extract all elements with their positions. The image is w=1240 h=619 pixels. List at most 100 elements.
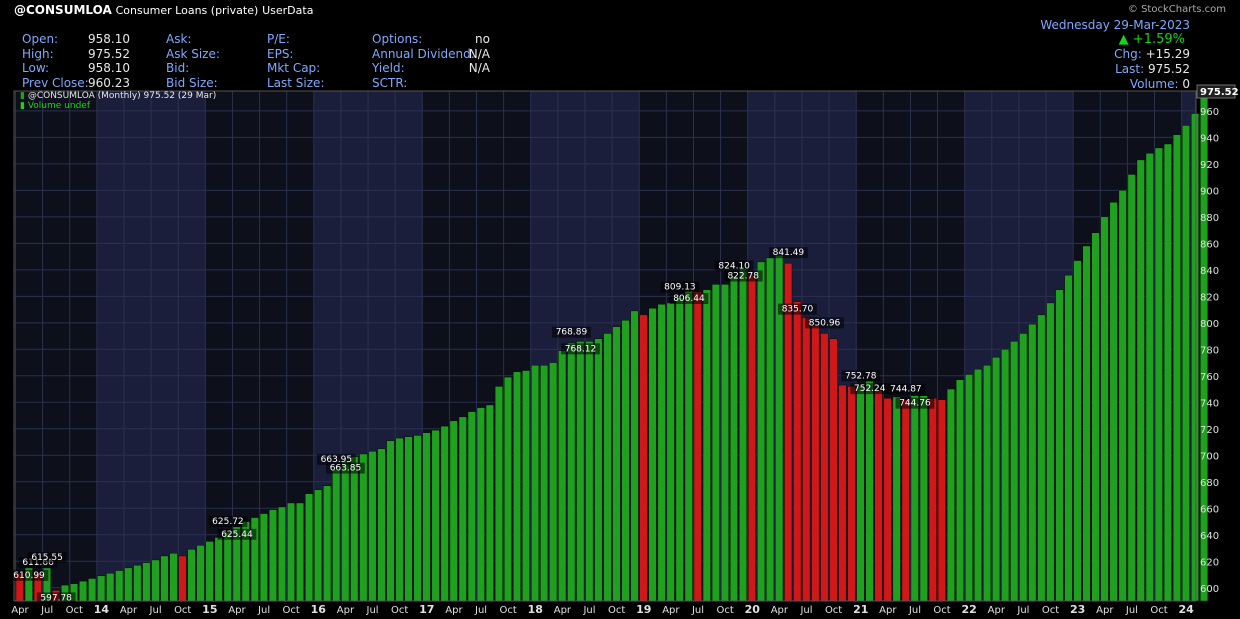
data-label: 841.49 <box>773 248 805 258</box>
bar <box>856 386 865 602</box>
bar <box>1046 302 1055 602</box>
bar <box>711 284 720 602</box>
data-label: 809.13 <box>664 283 696 293</box>
bar <box>630 310 639 602</box>
x-tick-label: Apr <box>879 605 897 616</box>
x-tick-label: Oct <box>174 605 191 616</box>
bar <box>1082 245 1091 602</box>
bar <box>955 379 964 602</box>
x-tick-label: Apr <box>1096 605 1114 616</box>
data-label: 768.89 <box>556 328 588 338</box>
x-tick-label: Oct <box>716 605 733 616</box>
y-tick-label: 880 <box>1200 213 1219 224</box>
data-label-bg <box>561 343 600 355</box>
bar <box>178 555 187 602</box>
bar <box>359 453 368 602</box>
data-label-bg <box>886 383 926 395</box>
x-tick-label: Jul <box>1016 605 1029 616</box>
bar <box>259 513 268 602</box>
x-tick-label: Jul <box>366 605 379 616</box>
quote-label: Prev Close: <box>22 75 89 90</box>
data-label: 850.96 <box>809 318 841 328</box>
data-label: 744.87 <box>890 385 922 395</box>
data-label-bg <box>208 516 248 528</box>
bar <box>937 399 946 602</box>
quote-value: 958.10 <box>88 32 130 46</box>
bar <box>965 374 974 602</box>
y-tick-label: 620 <box>1200 557 1219 568</box>
data-label: 625.44 <box>221 530 253 540</box>
data-label-bg <box>317 453 356 465</box>
bar <box>820 333 829 602</box>
bar <box>106 572 115 602</box>
bar <box>1100 216 1109 602</box>
y-tick-label: 840 <box>1200 266 1219 277</box>
x-tick-label: Jul <box>908 605 921 616</box>
data-label-bg <box>778 303 817 315</box>
bar <box>386 440 395 602</box>
data-label-bg <box>217 528 257 540</box>
plot-border <box>13 90 1197 602</box>
x-tick-label: Jul <box>257 605 270 616</box>
data-label: 625.72 <box>212 517 244 527</box>
bar <box>160 555 169 602</box>
x-tick-label: Oct <box>608 605 625 616</box>
bar <box>1154 147 1163 602</box>
data-label: 663.95 <box>321 455 353 465</box>
quote-value: 975.52 <box>88 46 130 61</box>
bar <box>1019 333 1028 602</box>
bar <box>377 448 386 602</box>
stockcharts-logo[interactable]: © StockCharts.com <box>1127 4 1226 15</box>
bar <box>594 338 603 602</box>
data-label-bg <box>27 551 67 563</box>
x-tick-label: 16 <box>311 603 327 616</box>
bar <box>79 580 88 602</box>
x-tick-label: Oct <box>825 605 842 616</box>
x-tick-label: 24 <box>1179 603 1195 616</box>
bar <box>494 386 503 602</box>
bar <box>1118 190 1127 602</box>
data-label-bg <box>805 317 844 329</box>
bar <box>865 380 874 602</box>
data-label-bg <box>326 462 365 474</box>
bar <box>1181 125 1190 602</box>
data-label-bg <box>9 569 49 581</box>
bar <box>675 297 684 602</box>
bar <box>485 404 494 602</box>
quote-label: Bid: <box>166 61 190 75</box>
quote-label: Ask: <box>166 32 192 46</box>
bar <box>124 567 133 602</box>
y-tick-label: 600 <box>1200 584 1219 595</box>
y-tick-label: 640 <box>1200 531 1219 542</box>
x-tick-label: Apr <box>337 605 355 616</box>
y-tick-label: 920 <box>1200 160 1219 171</box>
y-tick-label: 760 <box>1200 372 1219 383</box>
bar <box>449 420 458 602</box>
bar <box>214 537 223 602</box>
bar <box>946 388 955 602</box>
change-row: Chg: +15.29 <box>1114 47 1190 61</box>
bar <box>739 268 748 602</box>
data-label-bg <box>895 397 935 409</box>
bar <box>1001 349 1010 602</box>
data-label: 615.55 <box>31 553 63 563</box>
data-label-bg <box>769 247 808 259</box>
y-tick-label: 740 <box>1200 398 1219 409</box>
x-tick-label: Apr <box>771 605 789 616</box>
bar <box>413 435 422 602</box>
x-tick-label: Jul <box>799 605 812 616</box>
x-tick-label: 19 <box>636 603 651 616</box>
bar <box>522 370 531 602</box>
bar <box>88 578 97 602</box>
bar <box>811 325 820 602</box>
bar <box>874 390 883 602</box>
x-tick-label: Oct <box>1150 605 1167 616</box>
bar <box>513 371 522 602</box>
data-label: 611.66 <box>22 558 54 568</box>
bar <box>458 416 467 602</box>
bar <box>1064 274 1073 602</box>
bar <box>341 460 350 602</box>
bar <box>757 261 766 602</box>
data-label: 822.78 <box>727 272 759 282</box>
